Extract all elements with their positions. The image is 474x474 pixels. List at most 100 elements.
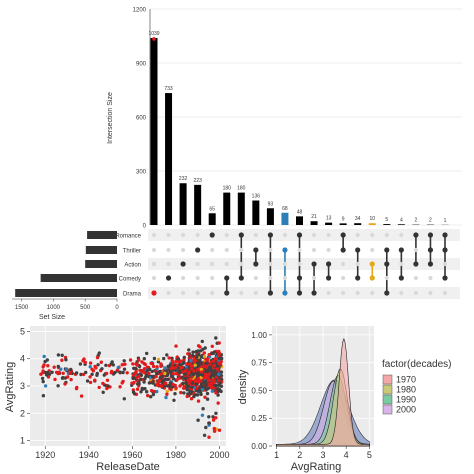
- bar-value-label: 136: [252, 194, 261, 200]
- scatter-point: [211, 418, 216, 422]
- scatter-point: [173, 368, 178, 372]
- matrix-dot-empty: [399, 232, 404, 238]
- upset-bar-gridlines: [150, 8, 462, 226]
- upset-bar-yticks: 0 300 600 900 1200: [133, 8, 151, 230]
- matrix-dot-filled: [442, 275, 448, 281]
- set-label: Thriller: [123, 249, 141, 255]
- matrix-dot-empty: [181, 247, 186, 253]
- intersection-bar: [397, 224, 405, 225]
- scatter-point: [93, 378, 97, 382]
- matrix-dot-empty: [355, 290, 360, 296]
- intersection-bar: [368, 223, 376, 225]
- scatter-point: [209, 375, 213, 379]
- matrix-dot-filled: [238, 275, 244, 281]
- scatter-point: [199, 349, 203, 353]
- scatter-point: [199, 382, 204, 386]
- legend-swatch-1980: [382, 384, 393, 395]
- scatter-point: [217, 372, 221, 376]
- scatter-point: [172, 398, 176, 402]
- scatter-point: [163, 371, 167, 376]
- scatter-point: [204, 361, 208, 365]
- scatter-point: [188, 379, 192, 383]
- scatter-point: [204, 425, 208, 430]
- scatter-point: [59, 367, 63, 371]
- scatter-point: [179, 366, 183, 370]
- scatter-point: [200, 373, 205, 377]
- scatter-point: [174, 344, 178, 348]
- bar-value-label: 10: [369, 216, 375, 222]
- scatter-point: [97, 385, 101, 390]
- setsize-xticks: 1500 1000 500 0: [12, 298, 119, 311]
- matrix-dot-filled: [180, 261, 186, 267]
- scatter-point: [178, 371, 182, 375]
- scatter-point: [91, 369, 96, 373]
- scatter-point: [218, 381, 222, 385]
- scatter-xtick-label: 1920: [35, 450, 55, 460]
- scatter-point: [149, 395, 153, 399]
- matrix-dot-empty: [195, 261, 200, 267]
- bar-value-label: 5: [385, 217, 388, 223]
- scatter-point: [135, 363, 139, 367]
- intersection-bar: [223, 192, 231, 225]
- bar-value-label: 68: [282, 206, 288, 212]
- scatter-point: [152, 356, 157, 361]
- intersection-bar: [325, 222, 333, 225]
- set-label: Drama: [123, 292, 142, 298]
- scatter-point: [104, 371, 109, 376]
- scatter-point: [214, 375, 219, 379]
- scatter-point: [43, 384, 48, 388]
- scatter-point: [116, 365, 121, 370]
- matrix-dot-empty: [442, 261, 448, 267]
- matrix-dot-empty: [282, 232, 288, 238]
- ytick-label: 1200: [133, 8, 147, 14]
- upset-bar-panel: Intersection Size 0 300 600 900 1200 1039 733…: [107, 8, 462, 230]
- scatter-point: [165, 353, 169, 357]
- matrix-dot-filled: [427, 232, 434, 238]
- scatter-point: [165, 373, 170, 377]
- matrix-dot-filled: [282, 247, 288, 253]
- scatter-point: [169, 366, 174, 371]
- scatter-point: [143, 377, 147, 381]
- intersection-bar: [296, 216, 303, 225]
- scatter-point: [191, 372, 196, 377]
- scatter-point: [219, 389, 223, 394]
- scatter-point: [100, 367, 104, 371]
- ytick-label: 600: [136, 116, 147, 122]
- matrix-row-stripes: [148, 229, 460, 299]
- legend-swatch-1970: [382, 374, 393, 385]
- scatter-point: [56, 364, 60, 369]
- scatter-point: [196, 360, 200, 365]
- matrix-dot-filled: [253, 261, 259, 267]
- bar-value-label: 2: [415, 218, 418, 224]
- matrix-dot-filled: [442, 232, 448, 238]
- matrix-dots: [151, 232, 448, 296]
- ytick-label: 900: [136, 62, 147, 68]
- scatter-point: [189, 397, 194, 401]
- setsize-tick-label: 1000: [47, 305, 61, 311]
- scatter-point: [199, 375, 203, 380]
- upset-matrix-panel: Romance Thriller Action Comedy Drama: [115, 229, 460, 299]
- setsize-bar: [15, 289, 118, 297]
- scatter-point: [180, 375, 184, 379]
- bar-value-label: 9: [342, 216, 345, 222]
- matrix-dot-empty: [413, 290, 418, 296]
- density-ytick-label: 0.75: [251, 359, 267, 368]
- scatter-point: [149, 389, 154, 393]
- scatter-point: [165, 392, 169, 396]
- bar-value-label: 1039: [148, 31, 159, 37]
- scatter-point: [179, 390, 183, 395]
- scatter-point: [122, 359, 126, 363]
- scatter-point: [133, 372, 137, 376]
- set-label: Romance: [115, 234, 141, 240]
- scatter-point: [189, 358, 193, 363]
- matrix-dot-empty: [166, 290, 171, 296]
- scatter-point: [182, 355, 186, 360]
- matrix-dot-filled: [224, 275, 230, 281]
- scatter-point: [200, 339, 204, 344]
- bar-value-label: 34: [355, 216, 361, 222]
- scatter-point: [135, 387, 140, 391]
- scatter-point: [196, 418, 200, 422]
- matrix-dot-empty: [210, 275, 215, 281]
- scatter-point: [207, 353, 211, 357]
- scatter-point: [174, 372, 178, 376]
